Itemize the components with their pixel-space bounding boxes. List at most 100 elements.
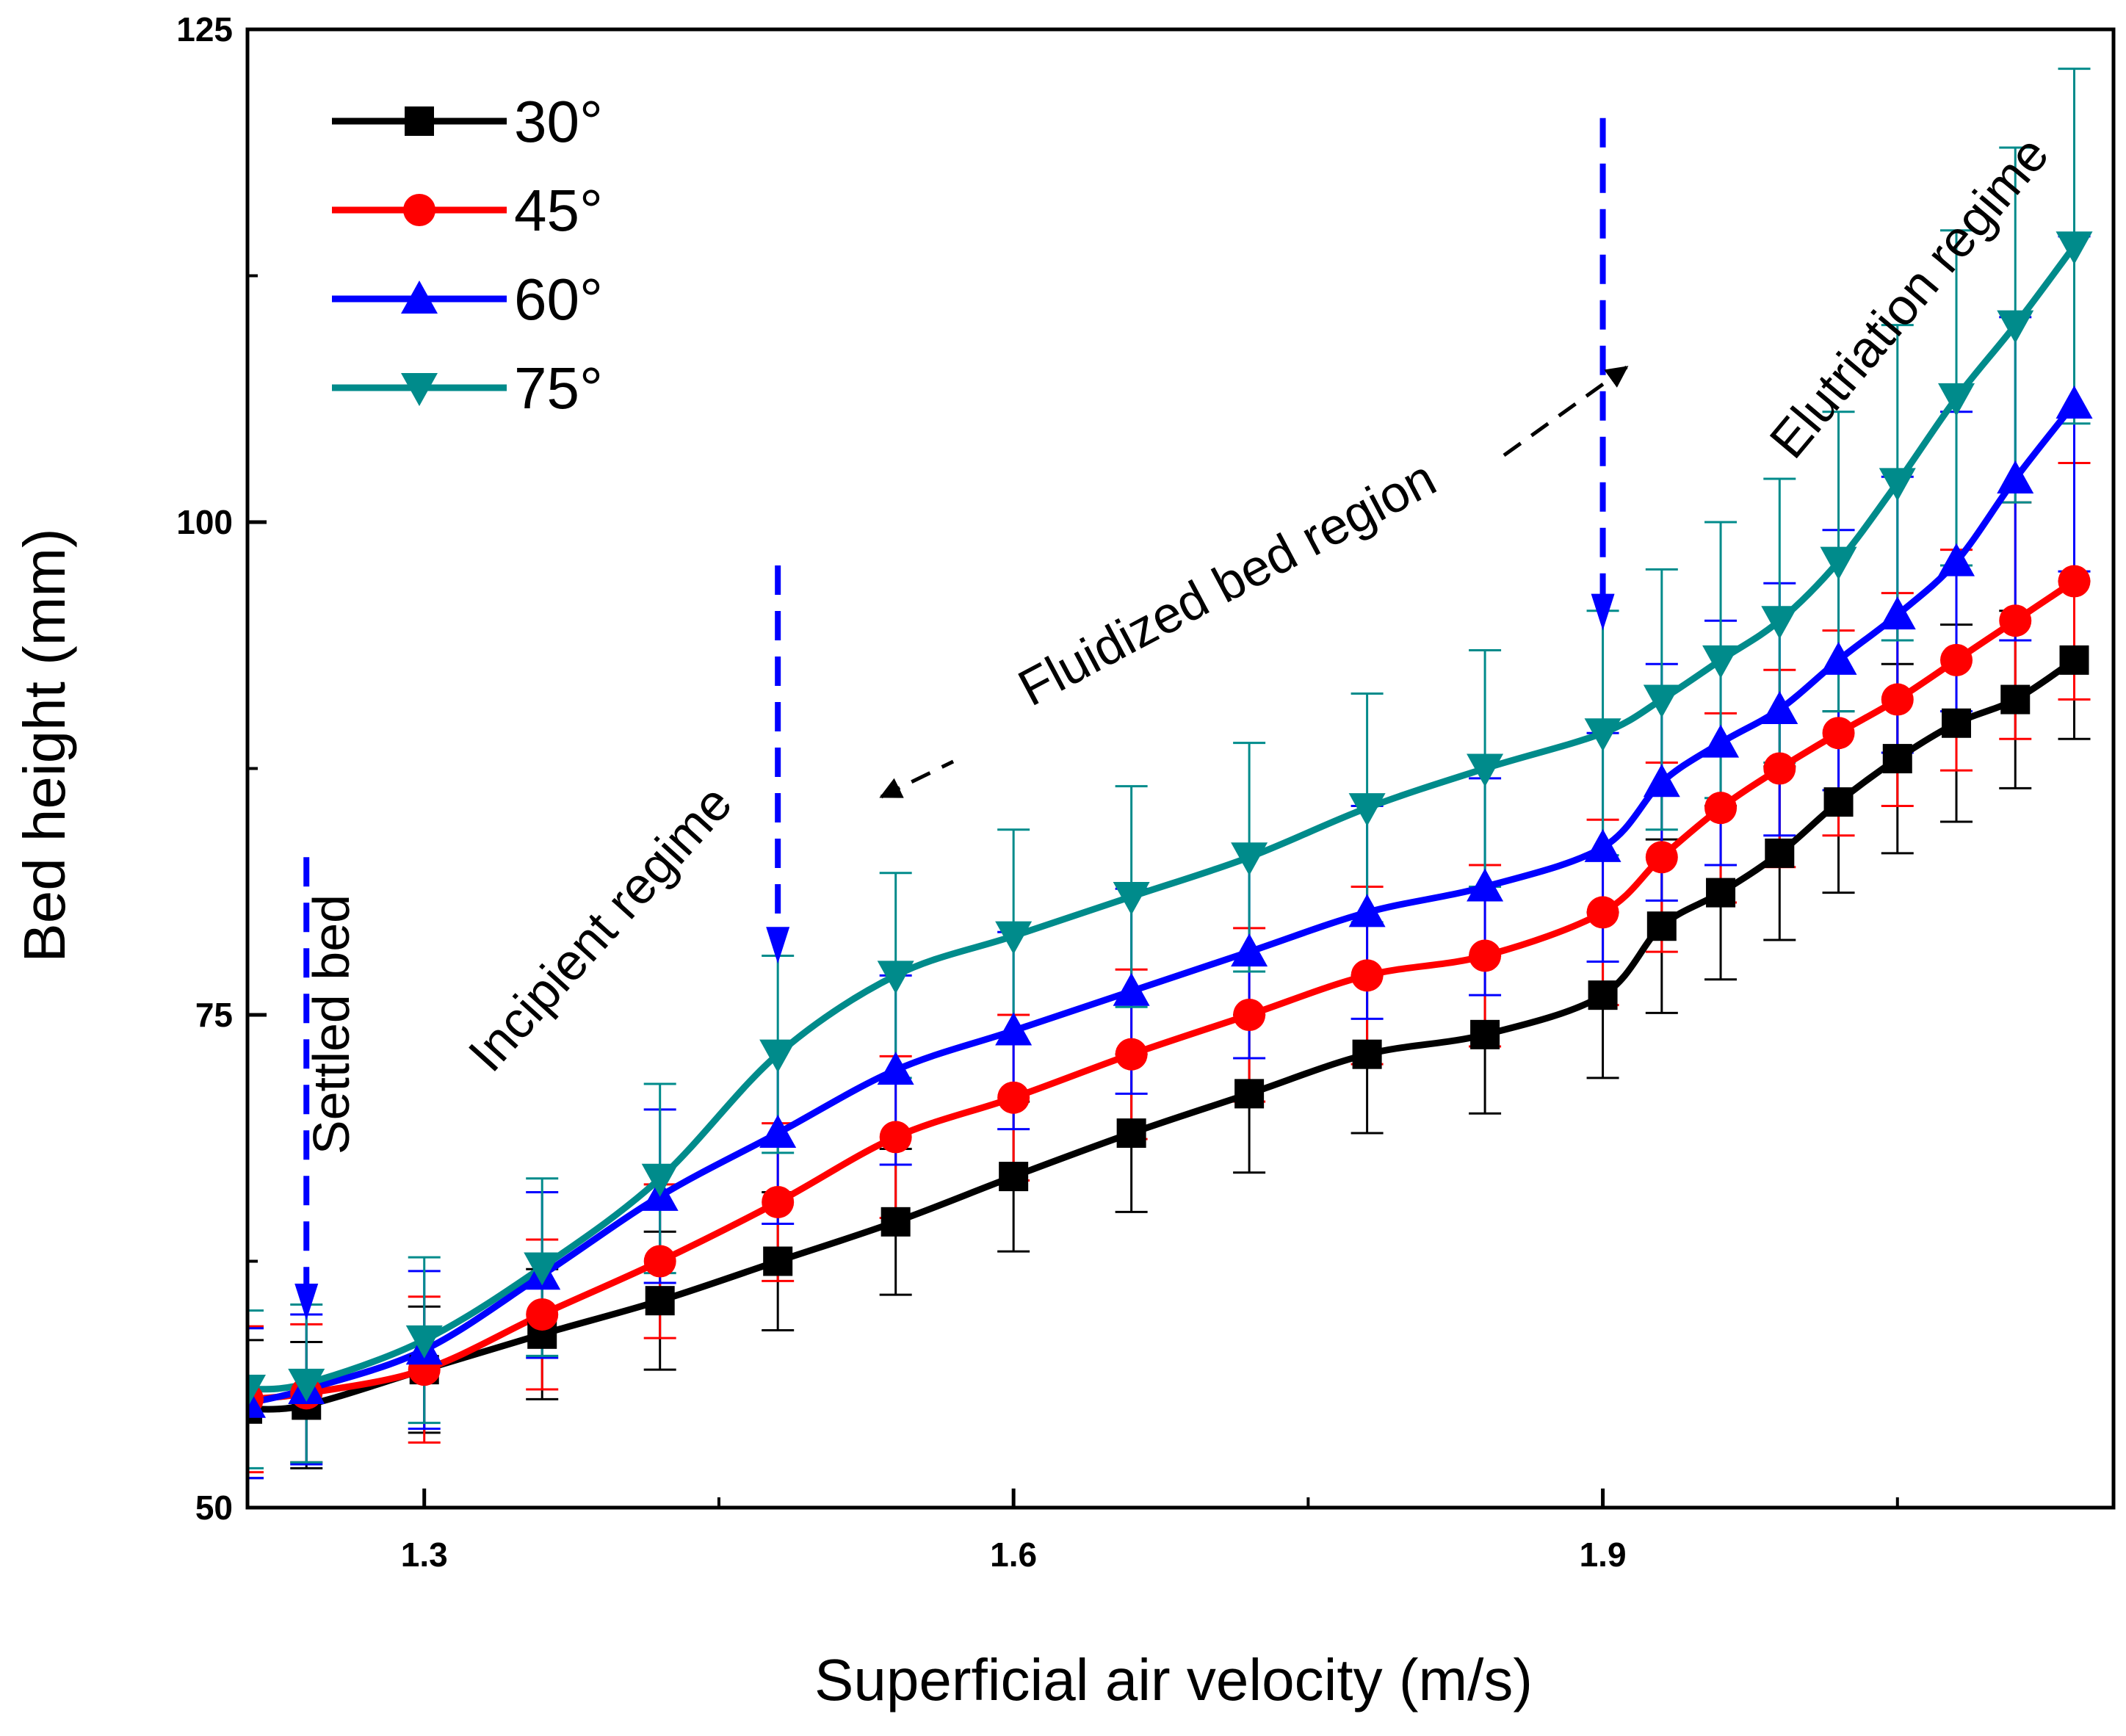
series-line-2	[247, 402, 2078, 1407]
legend-swatch-marker	[403, 194, 435, 226]
data-point	[1231, 933, 1268, 967]
data-point	[2056, 385, 2093, 419]
x-tick-label: 1.6	[990, 1536, 1037, 1574]
regime-divider-arrow	[766, 565, 790, 964]
annotation-settled-bed: Settled bed	[303, 894, 360, 1154]
data-point	[1584, 718, 1621, 752]
y-tick-label: 125	[176, 10, 233, 48]
data-point	[881, 1207, 911, 1237]
data-point	[641, 1163, 679, 1197]
data-point	[1940, 643, 1973, 676]
annotation-incipient-regime: Incipient regime	[458, 774, 743, 1082]
data-point	[759, 1115, 797, 1149]
error-bar	[247, 1327, 264, 1480]
data-point	[762, 1185, 795, 1218]
data-point	[1999, 604, 2032, 637]
data-point	[247, 1374, 266, 1408]
legend-swatch-marker	[401, 373, 438, 406]
series-markers	[247, 231, 2093, 1424]
plot-area	[247, 68, 2093, 1480]
data-point	[1761, 606, 1798, 640]
data-point	[1113, 881, 1150, 915]
data-point	[1584, 828, 1621, 862]
y-tick-label: 50	[195, 1489, 233, 1527]
legend-swatch-marker	[401, 281, 438, 314]
data-point	[1942, 708, 1972, 738]
legend: 30° 45° 60° 75°	[332, 89, 603, 421]
data-point	[1820, 641, 1857, 675]
data-point	[1761, 690, 1798, 724]
data-point	[763, 1246, 793, 1276]
y-axis-ticks: 50 75 100 125	[176, 10, 267, 1527]
data-point	[645, 1286, 675, 1316]
data-point	[2059, 645, 2089, 675]
data-point	[1820, 546, 1857, 580]
data-point	[1348, 894, 1386, 927]
regime-arrows	[294, 117, 1629, 1321]
data-point	[2058, 565, 2091, 598]
data-point	[526, 1298, 559, 1331]
legend-entry: 75°	[332, 355, 603, 421]
data-point	[1702, 724, 1740, 758]
legend-entry: 45°	[332, 178, 603, 243]
data-point	[1115, 1038, 1148, 1071]
legend-swatch-marker	[405, 106, 434, 136]
error-bar	[247, 1325, 264, 1474]
data-point	[2056, 231, 2093, 265]
y-tick-label: 75	[195, 996, 233, 1034]
data-point	[1113, 972, 1150, 1006]
data-point	[288, 1368, 325, 1402]
legend-label: 75°	[514, 355, 603, 421]
regime-divider-arrow	[294, 857, 319, 1321]
data-point	[1348, 793, 1386, 827]
data-point	[999, 1162, 1029, 1192]
data-point	[643, 1245, 676, 1278]
x-tick-label: 1.9	[1580, 1536, 1627, 1574]
data-point	[1116, 1118, 1146, 1149]
data-point	[1469, 939, 1502, 972]
data-point	[1763, 752, 1796, 785]
legend-label: 30°	[514, 89, 603, 154]
data-point	[1467, 868, 1504, 902]
data-point	[1938, 543, 1975, 576]
data-point	[997, 1081, 1030, 1114]
data-point	[1706, 878, 1736, 908]
annotation-fluidized-bed-region: Fluidized bed region	[1009, 449, 1445, 717]
data-point	[1997, 310, 2034, 344]
data-point	[759, 1039, 797, 1073]
data-point	[1643, 764, 1680, 798]
data-point	[2000, 684, 2031, 715]
data-point	[1646, 911, 1677, 941]
data-point	[1467, 753, 1504, 787]
legend-label: 60°	[514, 267, 603, 332]
data-point	[879, 1121, 912, 1154]
data-point	[1823, 787, 1854, 817]
legend-label: 45°	[514, 178, 603, 243]
x-tick-label: 1.3	[401, 1536, 448, 1574]
error-bar	[247, 1309, 264, 1469]
y-axis-title: Bed height (mm)	[12, 528, 77, 962]
data-point	[1997, 460, 2034, 493]
data-point	[1588, 980, 1618, 1010]
legend-entry: 30°	[332, 89, 603, 154]
data-point	[1704, 792, 1738, 825]
data-point	[1231, 842, 1268, 876]
data-point	[1352, 1039, 1382, 1069]
x-axis-ticks: 1.3 1.6 1.9	[401, 1489, 1899, 1574]
data-point	[1765, 838, 1795, 868]
data-point	[1470, 1019, 1500, 1049]
fluidized-range-arrow	[879, 365, 1629, 799]
data-point	[524, 1252, 561, 1286]
data-point	[1586, 896, 1619, 929]
data-point	[995, 921, 1033, 955]
data-point	[877, 1052, 914, 1085]
data-point	[1881, 683, 1914, 716]
data-point	[1879, 596, 1916, 630]
data-point	[1882, 744, 1912, 774]
series-line-3	[247, 244, 2078, 1393]
data-point	[877, 961, 914, 994]
x-axis-title: Superficial air velocity (m/s)	[814, 1647, 1533, 1713]
error-bars	[247, 68, 2091, 1480]
data-point	[1234, 1079, 1265, 1109]
